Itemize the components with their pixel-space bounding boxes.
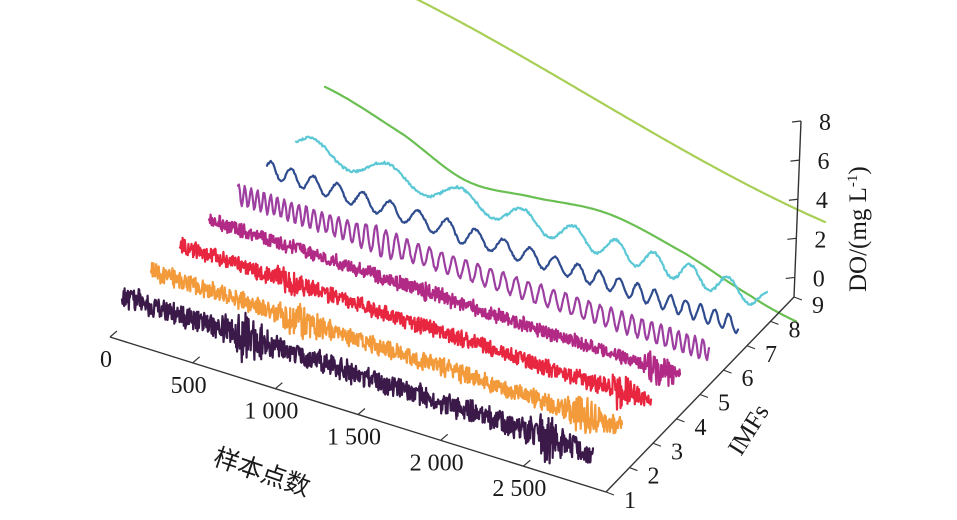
z-tick-label: 4 xyxy=(816,188,828,214)
z-axis-title: DO/(mg L-1) xyxy=(845,166,872,292)
depth-tick-mark xyxy=(793,296,803,301)
z-tick-mark xyxy=(785,276,795,280)
series-imf-2 xyxy=(149,261,624,435)
depth-tick-label: 8 xyxy=(789,317,801,343)
depth-tick-label: 7 xyxy=(765,342,777,368)
z-tick-label: 8 xyxy=(819,110,831,136)
series-imf-3 xyxy=(178,236,653,411)
depth-tick-label: 9 xyxy=(812,293,824,319)
z-axis-title-superscript: -1 xyxy=(845,175,861,188)
depth-tick-label: 4 xyxy=(695,415,707,441)
z-tick-mark xyxy=(790,159,800,162)
x-tick-label: 1 000 xyxy=(244,399,298,425)
z-axis-title-main: DO/(mg L xyxy=(845,187,872,292)
x-tick-label: 0 xyxy=(100,347,112,373)
depth-tick-label: 3 xyxy=(671,439,683,465)
depth-tick-mark xyxy=(629,467,638,472)
depth-tick-mark xyxy=(770,320,779,325)
x-tick-mark xyxy=(440,433,449,441)
series-imf-8 xyxy=(323,85,798,323)
series-imf-6 xyxy=(265,159,740,335)
depth-tick-label: 6 xyxy=(742,366,754,392)
z-axis-ticks: 0 2 4 6 8 xyxy=(785,110,831,292)
depth-tick-label: 5 xyxy=(718,391,730,417)
z-axis-title-suffix: ) xyxy=(845,166,872,174)
x-axis-ticks: 0 500 1 000 1 500 2 000 2 500 xyxy=(100,330,546,502)
x-tick-mark xyxy=(357,408,366,415)
series-layer xyxy=(120,0,827,465)
z-tick-label: 0 xyxy=(813,266,825,292)
z-tick-mark xyxy=(787,237,797,240)
x-tick-mark xyxy=(522,459,531,467)
x-tick-mark xyxy=(109,330,118,338)
series-imf-9 xyxy=(415,0,827,224)
depth-tick-label: 1 xyxy=(624,488,636,514)
x-tick-mark xyxy=(192,356,201,364)
depth-tick-mark xyxy=(746,345,756,350)
z-tick-mark xyxy=(788,198,798,201)
x-tick-mark xyxy=(274,382,283,390)
series-imf-1 xyxy=(120,287,595,465)
x-tick-label: 1 500 xyxy=(327,425,381,451)
z-tick-mark xyxy=(791,120,802,123)
z-tick-label: 2 xyxy=(814,227,826,253)
depth-tick-label: 2 xyxy=(648,464,660,490)
x-axis-title: 样本点数 xyxy=(210,443,314,502)
z-axis-line xyxy=(793,120,802,298)
depth-tick-mark xyxy=(652,442,662,447)
series-imf-5 xyxy=(236,183,711,362)
depth-tick-mark xyxy=(605,491,615,496)
z-tick-label: 6 xyxy=(817,149,829,175)
series-imf-7 xyxy=(294,135,769,306)
x-tick-label: 2 500 xyxy=(492,476,546,502)
series-imf-4 xyxy=(207,213,682,387)
x-tick-label: 2 000 xyxy=(410,450,464,476)
x-tick-label: 500 xyxy=(171,373,207,399)
depth-tick-mark xyxy=(699,393,709,399)
depth-tick-mark xyxy=(723,369,732,374)
depth-axis-title: IMFs xyxy=(723,400,775,460)
depth-tick-mark xyxy=(676,418,685,423)
